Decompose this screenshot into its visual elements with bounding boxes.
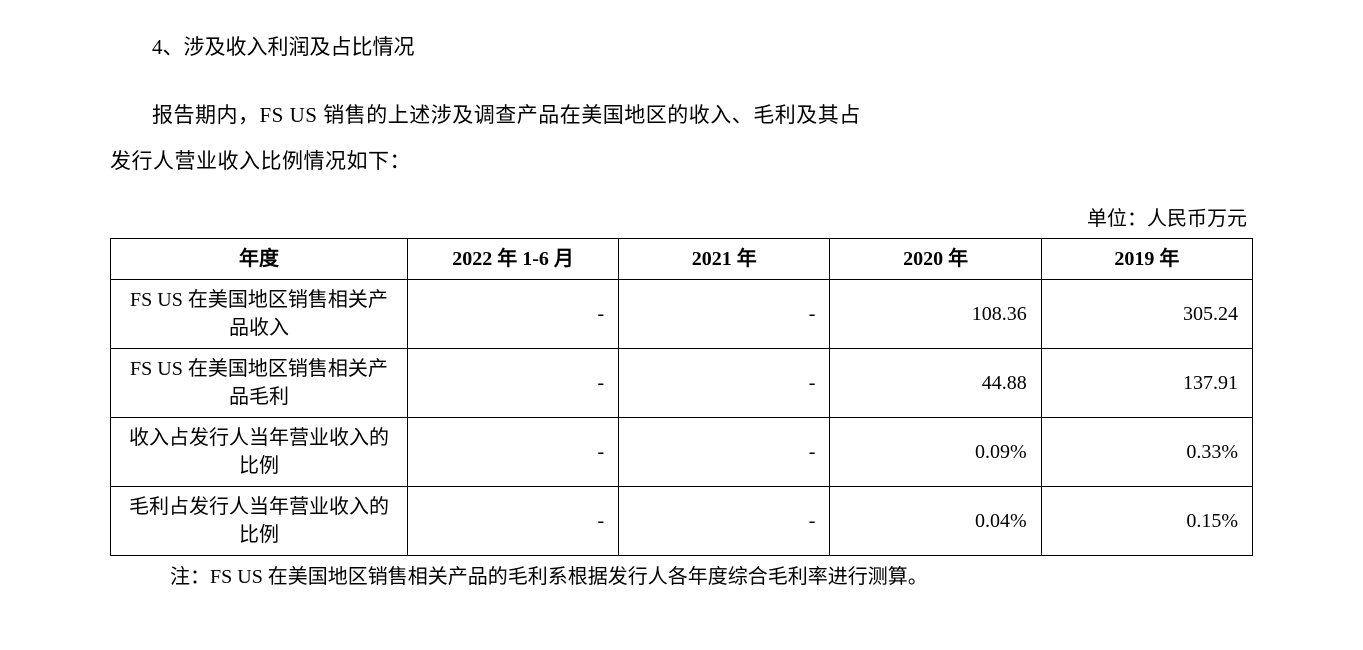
cell-value: - — [619, 279, 830, 348]
intro-paragraph-line1: 报告期内，FS US 销售的上述涉及调查产品在美国地区的收入、毛利及其占 — [110, 96, 1253, 136]
table-footnote: 注：FS US 在美国地区销售相关产品的毛利系根据发行人各年度综合毛利率进行测算… — [110, 558, 1253, 596]
col-header-year: 年度 — [111, 238, 408, 279]
cell-value: - — [407, 417, 618, 486]
intro-paragraph-line2: 发行人营业收入比例情况如下： — [110, 142, 1253, 182]
revenue-profit-table: 年度 2022 年 1-6 月 2021 年 2020 年 2019 年 FS … — [110, 238, 1253, 556]
cell-value: 305.24 — [1041, 279, 1252, 348]
cell-value: 108.36 — [830, 279, 1041, 348]
table-row: FS US 在美国地区销售相关产品收入 - - 108.36 305.24 — [111, 279, 1253, 348]
row-label: FS US 在美国地区销售相关产品毛利 — [111, 348, 408, 417]
cell-value: - — [407, 348, 618, 417]
cell-value: 0.04% — [830, 486, 1041, 555]
table-row: 收入占发行人当年营业收入的比例 - - 0.09% 0.33% — [111, 417, 1253, 486]
col-header-2021: 2021 年 — [619, 238, 830, 279]
cell-value: 0.09% — [830, 417, 1041, 486]
cell-value: - — [407, 486, 618, 555]
cell-value: 0.15% — [1041, 486, 1252, 555]
table-header-row: 年度 2022 年 1-6 月 2021 年 2020 年 2019 年 — [111, 238, 1253, 279]
col-header-2022h1: 2022 年 1-6 月 — [407, 238, 618, 279]
cell-value: - — [619, 417, 830, 486]
cell-value: - — [407, 279, 618, 348]
row-label: FS US 在美国地区销售相关产品收入 — [111, 279, 408, 348]
unit-label: 单位：人民币万元 — [110, 200, 1253, 238]
table-row: FS US 在美国地区销售相关产品毛利 - - 44.88 137.91 — [111, 348, 1253, 417]
col-header-2020: 2020 年 — [830, 238, 1041, 279]
cell-value: - — [619, 348, 830, 417]
cell-value: 44.88 — [830, 348, 1041, 417]
cell-value: 0.33% — [1041, 417, 1252, 486]
cell-value: 137.91 — [1041, 348, 1252, 417]
section-title: 4、涉及收入利润及占比情况 — [110, 28, 1253, 68]
row-label: 收入占发行人当年营业收入的比例 — [111, 417, 408, 486]
col-header-2019: 2019 年 — [1041, 238, 1252, 279]
table-row: 毛利占发行人当年营业收入的比例 - - 0.04% 0.15% — [111, 486, 1253, 555]
cell-value: - — [619, 486, 830, 555]
row-label: 毛利占发行人当年营业收入的比例 — [111, 486, 408, 555]
